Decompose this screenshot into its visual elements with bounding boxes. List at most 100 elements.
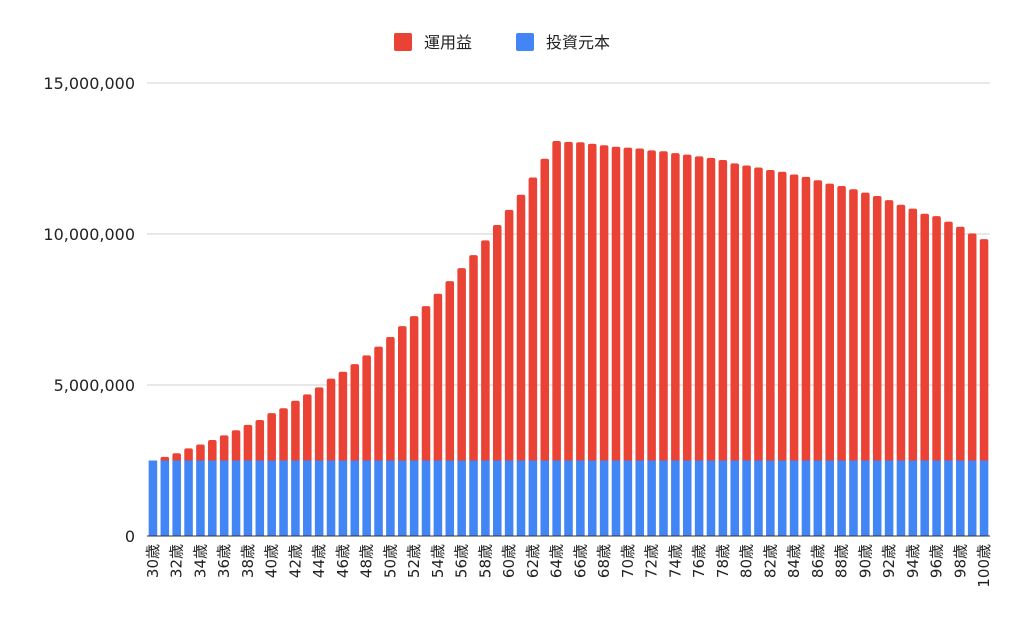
bar-運用益-44: [314, 387, 324, 461]
bar-運用益-94: [908, 208, 918, 461]
legend-label-運用益: 運用益: [424, 33, 472, 52]
y-tick-label: 0: [125, 527, 135, 546]
x-tick-label: 54歳: [429, 544, 447, 578]
bar-投資元本-63: [540, 460, 550, 536]
bar-投資元本-77: [706, 460, 716, 536]
bar-運用益-80: [742, 165, 751, 461]
bar-投資元本-97: [944, 460, 953, 536]
bar-投資元本-94: [908, 460, 918, 536]
bar-運用益-84: [789, 174, 799, 461]
bar-運用益-63: [540, 158, 550, 461]
bar-運用益-47: [350, 364, 360, 461]
legend-swatch-運用益: [394, 33, 412, 51]
bar-投資元本-66: [576, 460, 585, 536]
bar-投資元本-74: [671, 460, 680, 536]
bar-投資元本-56: [457, 460, 466, 536]
bar-運用益-56: [457, 268, 466, 461]
bar-運用益-65: [564, 141, 573, 461]
bar-運用益-76: [694, 156, 704, 461]
x-tick-label: 90歳: [856, 544, 874, 578]
bar-投資元本-68: [599, 460, 609, 536]
bar-投資元本-57: [469, 460, 478, 536]
bar-投資元本-88: [837, 460, 846, 536]
bar-投資元本-71: [635, 460, 645, 536]
bar-投資元本-54: [433, 460, 443, 536]
x-tick-label: 100歳: [975, 544, 993, 588]
bar-運用益-78: [718, 160, 728, 461]
x-tick-label: 38歳: [239, 544, 257, 578]
x-tick-label: 62歳: [524, 544, 542, 578]
bar-運用益-89: [849, 189, 858, 461]
x-tick-label: 68歳: [595, 544, 613, 578]
bar-運用益-72: [647, 150, 656, 461]
bar-投資元本-80: [742, 460, 751, 536]
x-tick-label: 40歳: [263, 544, 281, 578]
bar-運用益-59: [492, 224, 502, 461]
bar-運用益-58: [481, 240, 490, 461]
bar-投資元本-52: [409, 460, 419, 536]
bar-投資元本-43: [303, 460, 312, 536]
bar-投資元本-96: [932, 460, 941, 536]
bar-投資元本-90: [861, 460, 870, 536]
x-tick-label: 42歳: [286, 544, 304, 578]
bar-運用益-83: [777, 171, 787, 461]
bar-投資元本-46: [338, 460, 348, 536]
bar-運用益-64: [552, 140, 561, 461]
bar-運用益-41: [279, 408, 288, 461]
bar-投資元本-55: [445, 460, 455, 536]
x-tick-label: 60歳: [500, 544, 518, 578]
x-tick-label: 96歳: [928, 544, 946, 578]
bar-運用益-100: [979, 239, 989, 461]
bar-運用益-45: [326, 378, 336, 461]
bar-運用益-75: [682, 154, 692, 461]
bar-運用益-69: [611, 146, 621, 461]
bar-投資元本-67: [587, 460, 597, 536]
bar-運用益-33: [184, 448, 193, 461]
bar-投資元本-30: [148, 460, 158, 536]
bar-投資元本-53: [421, 460, 431, 536]
bar-投資元本-37: [231, 460, 241, 536]
x-tick-label: 36歳: [215, 544, 233, 578]
bar-運用益-96: [932, 216, 941, 461]
bar-運用益-92: [884, 200, 894, 461]
x-tick-label: 58歳: [476, 544, 494, 578]
x-tick-label: 76歳: [690, 544, 708, 578]
bar-投資元本-32: [172, 460, 181, 536]
bar-運用益-50: [386, 336, 395, 461]
bar-投資元本-72: [647, 460, 656, 536]
bar-運用益-88: [837, 185, 846, 461]
bar-投資元本-34: [196, 460, 205, 536]
bar-運用益-99: [967, 233, 977, 461]
bar-投資元本-99: [967, 460, 977, 536]
bar-投資元本-51: [398, 460, 407, 536]
bar-運用益-38: [243, 424, 253, 461]
x-tick-label: 94歳: [904, 544, 922, 578]
bar-運用益-31: [160, 456, 170, 461]
bar-運用益-74: [671, 153, 680, 461]
x-tick-label: 56歳: [453, 544, 471, 578]
y-tick-label: 5,000,000: [54, 376, 135, 395]
x-tick-label: 80歳: [738, 544, 756, 578]
bar-投資元本-95: [920, 460, 929, 536]
bar-投資元本-78: [718, 460, 728, 536]
bars: [148, 140, 989, 536]
bar-投資元本-82: [766, 460, 775, 536]
bar-投資元本-86: [813, 460, 823, 536]
bar-投資元本-45: [326, 460, 336, 536]
x-axis-ticks: 30歳 32歳 34歳 36歳 38歳 40歳 42歳 44歳 46歳 48歳 50歳 52歳 54歳 5…: [144, 544, 993, 588]
x-tick-label: 72歳: [643, 544, 661, 578]
bar-投資元本-93: [896, 460, 906, 536]
bar-投資元本-61: [516, 460, 526, 536]
bar-投資元本-39: [255, 460, 265, 536]
bar-運用益-68: [599, 145, 609, 461]
bar-運用益-40: [267, 413, 276, 461]
bar-運用益-32: [172, 453, 181, 461]
bar-運用益-73: [659, 151, 668, 461]
bar-投資元本-83: [777, 460, 787, 536]
bar-投資元本-50: [386, 460, 395, 536]
y-tick-label: 10,000,000: [43, 225, 135, 244]
x-tick-label: 70歳: [619, 544, 637, 578]
bar-投資元本-41: [279, 460, 288, 536]
bar-運用益-35: [208, 439, 217, 461]
x-tick-label: 64歳: [548, 544, 566, 578]
